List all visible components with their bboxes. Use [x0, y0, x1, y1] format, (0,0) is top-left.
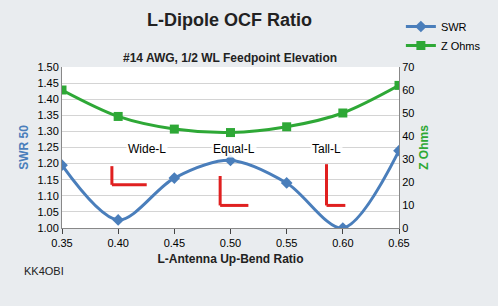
svg-text:Z Ohms: Z Ohms	[441, 40, 481, 52]
svg-text:0.45: 0.45	[164, 237, 185, 249]
svg-text:30: 30	[402, 153, 414, 165]
svg-text:1.00: 1.00	[37, 222, 58, 234]
svg-text:1.05: 1.05	[37, 206, 58, 218]
svg-text:50: 50	[402, 107, 414, 119]
svg-text:1.15: 1.15	[37, 174, 58, 186]
svg-text:0.60: 0.60	[332, 237, 353, 249]
svg-text:0.50: 0.50	[220, 237, 241, 249]
svg-text:SWR: SWR	[441, 21, 467, 33]
svg-text:SWR 50: SWR 50	[17, 125, 31, 170]
svg-text:#14 AWG, 1/2 WL Feedpoint Elev: #14 AWG, 1/2 WL Feedpoint Elevation	[123, 51, 337, 65]
svg-text:10: 10	[402, 199, 414, 211]
svg-text:20: 20	[402, 176, 414, 188]
svg-text:0.65: 0.65	[388, 237, 409, 249]
svg-text:Z Ohms: Z Ohms	[417, 125, 431, 170]
svg-text:70: 70	[402, 61, 414, 73]
svg-text:L-Dipole OCF Ratio: L-Dipole OCF Ratio	[147, 10, 312, 30]
svg-text:1.25: 1.25	[37, 141, 58, 153]
svg-text:60: 60	[402, 84, 414, 96]
svg-text:1.35: 1.35	[37, 109, 58, 121]
svg-text:0.55: 0.55	[276, 237, 297, 249]
svg-text:1.40: 1.40	[37, 93, 58, 105]
svg-text:1.20: 1.20	[37, 157, 58, 169]
svg-text:40: 40	[402, 130, 414, 142]
svg-text:1.45: 1.45	[37, 77, 58, 89]
svg-text:1.30: 1.30	[37, 125, 58, 137]
svg-text:0.35: 0.35	[51, 237, 72, 249]
svg-text:L-Antenna Up-Bend Ratio: L-Antenna Up-Bend Ratio	[158, 252, 304, 266]
svg-text:0: 0	[402, 222, 408, 234]
svg-text:KK4OBI: KK4OBI	[24, 265, 64, 277]
svg-text:Equal-L: Equal-L	[213, 142, 255, 156]
svg-text:1.10: 1.10	[37, 190, 58, 202]
svg-text:Tall-L: Tall-L	[312, 142, 341, 156]
svg-text:0.40: 0.40	[107, 237, 128, 249]
svg-text:Wide-L: Wide-L	[128, 142, 166, 156]
svg-text:1.50: 1.50	[37, 61, 58, 73]
